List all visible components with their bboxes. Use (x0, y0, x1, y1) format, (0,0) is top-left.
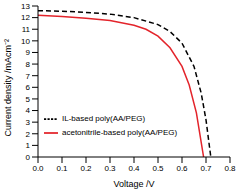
svg-text:10: 10 (21, 37, 30, 46)
svg-text:3: 3 (26, 118, 31, 127)
svg-text:0.1: 0.1 (56, 164, 68, 173)
svg-text:9: 9 (26, 48, 31, 57)
svg-text:2: 2 (26, 130, 31, 139)
svg-text:0.2: 0.2 (80, 164, 92, 173)
svg-text:7: 7 (26, 72, 31, 81)
svg-text:0.4: 0.4 (128, 164, 140, 173)
svg-text:0.7: 0.7 (200, 164, 212, 173)
svg-text:Voltage /V: Voltage /V (113, 179, 154, 189)
svg-text:0.8: 0.8 (224, 164, 230, 173)
svg-text:12: 12 (21, 13, 30, 22)
svg-text:0.6: 0.6 (176, 164, 188, 173)
svg-text:1: 1 (26, 141, 31, 150)
svg-text:5: 5 (26, 95, 31, 104)
svg-text:4: 4 (26, 106, 31, 115)
svg-text:0: 0 (26, 153, 31, 162)
svg-text:11: 11 (22, 25, 31, 34)
svg-text:0.3: 0.3 (104, 164, 116, 173)
svg-text:0.5: 0.5 (152, 164, 164, 173)
html-text:IL-based poly(AA/PEG): IL-based poly(AA/PEG) (62, 114, 146, 124)
svg-text:0.0: 0.0 (32, 164, 44, 173)
svg-text:8: 8 (26, 60, 31, 69)
svg-text:13: 13 (21, 2, 30, 11)
html-text:acetonitrile-based poly(AA/PEG: acetonitrile-based poly(AA/PEG) (62, 128, 178, 138)
svg-text:6: 6 (26, 83, 31, 92)
svg-text:Current density /mAcm⁻²: Current density /mAcm⁻² (8, 39, 13, 137)
